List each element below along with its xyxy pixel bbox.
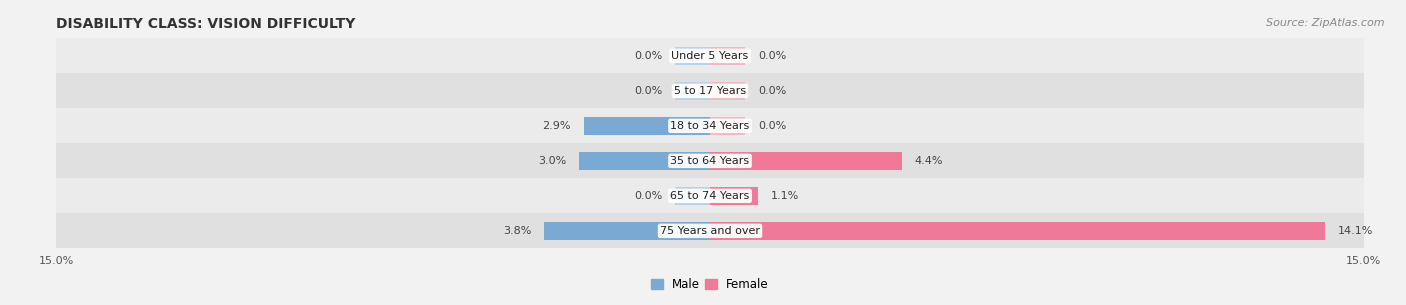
Text: 35 to 64 Years: 35 to 64 Years <box>671 156 749 166</box>
Text: 0.0%: 0.0% <box>634 86 662 96</box>
Bar <box>56 178 1364 213</box>
Text: 4.4%: 4.4% <box>915 156 943 166</box>
Text: 1.1%: 1.1% <box>770 191 799 201</box>
Bar <box>675 47 710 65</box>
Text: 3.0%: 3.0% <box>538 156 567 166</box>
Text: 18 to 34 Years: 18 to 34 Years <box>671 121 749 131</box>
Bar <box>579 152 710 170</box>
Bar <box>544 222 710 240</box>
Bar <box>583 117 710 135</box>
Bar <box>710 187 758 205</box>
Bar <box>56 143 1364 178</box>
Bar <box>710 117 745 135</box>
Bar <box>56 108 1364 143</box>
Text: 0.0%: 0.0% <box>634 51 662 61</box>
Bar <box>675 187 710 205</box>
Bar <box>56 38 1364 73</box>
Bar <box>675 82 710 100</box>
Bar <box>56 214 1364 248</box>
Text: 0.0%: 0.0% <box>758 86 786 96</box>
Bar <box>710 152 901 170</box>
Text: Under 5 Years: Under 5 Years <box>672 51 748 61</box>
Text: 65 to 74 Years: 65 to 74 Years <box>671 191 749 201</box>
Bar <box>56 73 1364 108</box>
Text: 75 Years and over: 75 Years and over <box>659 226 761 236</box>
Bar <box>710 82 745 100</box>
Text: 2.9%: 2.9% <box>543 121 571 131</box>
Text: 14.1%: 14.1% <box>1337 226 1374 236</box>
Legend: Male, Female: Male, Female <box>651 278 769 291</box>
Text: 3.8%: 3.8% <box>503 226 531 236</box>
Bar <box>710 222 1324 240</box>
Text: Source: ZipAtlas.com: Source: ZipAtlas.com <box>1267 18 1385 28</box>
Text: 0.0%: 0.0% <box>634 191 662 201</box>
Bar <box>710 47 745 65</box>
Text: 0.0%: 0.0% <box>758 121 786 131</box>
Text: 5 to 17 Years: 5 to 17 Years <box>673 86 747 96</box>
Text: DISABILITY CLASS: VISION DIFFICULTY: DISABILITY CLASS: VISION DIFFICULTY <box>56 17 356 31</box>
Text: 0.0%: 0.0% <box>758 51 786 61</box>
